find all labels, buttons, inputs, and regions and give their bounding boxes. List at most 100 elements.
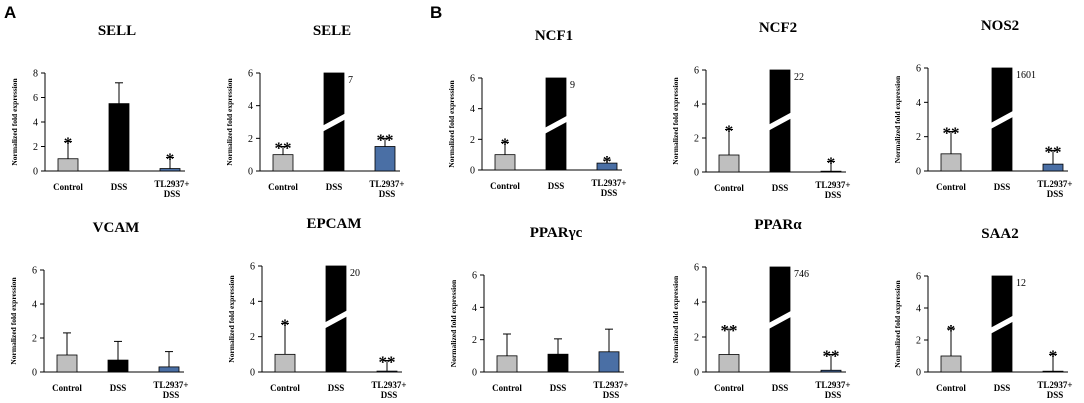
y-tick-label: 2 bbox=[694, 134, 699, 145]
category-label-line1: TL2937+ bbox=[1037, 179, 1072, 189]
y-tick-label: 2 bbox=[33, 142, 38, 153]
panel-letter-a: A bbox=[4, 3, 16, 22]
y-axis-label: Normalized fold expression bbox=[893, 75, 902, 163]
significance-marker: * bbox=[827, 153, 836, 172]
chart-title: NCF1 bbox=[535, 28, 573, 44]
significance-marker: ** bbox=[943, 124, 960, 143]
y-tick-label: 2 bbox=[250, 332, 255, 343]
y-axis-label: Normalized fold expression bbox=[225, 77, 234, 165]
y-axis-label: Normalized fold expression bbox=[671, 76, 680, 164]
y-tick-label: 4 bbox=[248, 101, 253, 112]
y-tick-label: 6 bbox=[248, 69, 253, 80]
significance-marker: * bbox=[501, 134, 510, 153]
category-label: DSS bbox=[110, 383, 127, 393]
category-label: DSS bbox=[328, 383, 345, 393]
y-tick-label: 6 bbox=[32, 266, 37, 277]
break-value-label: 22 bbox=[794, 72, 804, 83]
significance-marker: * bbox=[64, 134, 73, 153]
break-value-label: 746 bbox=[794, 269, 809, 280]
category-label: DSS bbox=[326, 182, 343, 192]
axis-break-mark bbox=[324, 309, 348, 329]
category-label-line1: TL2937+ bbox=[591, 178, 626, 188]
category-label-line1: TL2937+ bbox=[815, 180, 850, 190]
bar-tl2937-dss bbox=[1042, 163, 1064, 172]
category-label-line2: DSS bbox=[379, 189, 396, 199]
chart-vcam: VCAM Normalized fold expression 0 2 4 6 Contro… bbox=[9, 220, 189, 400]
y-axis-label: Normalized fold expression bbox=[227, 274, 236, 362]
y-axis-label: Normalized fold expression bbox=[449, 279, 458, 367]
significance-marker: ** bbox=[1045, 142, 1062, 161]
category-label-line1: TL2937+ bbox=[1037, 380, 1072, 390]
category-label-line2: DSS bbox=[601, 188, 618, 198]
y-tick-label: 0 bbox=[248, 167, 253, 178]
bar-dss bbox=[108, 103, 130, 172]
category-label: Control bbox=[270, 383, 300, 393]
break-value-label: 20 bbox=[350, 268, 360, 279]
bar-tl2937-dss bbox=[598, 351, 620, 373]
axis-break-mark bbox=[768, 111, 792, 131]
chart-saa2: SAA2 Normalized fold expression 0 2 4 6 * Contr… bbox=[893, 226, 1073, 400]
y-tick-label: 2 bbox=[916, 336, 921, 347]
axis-break-mark bbox=[768, 310, 792, 330]
chart-title: SELL bbox=[98, 23, 136, 39]
y-tick-label: 4 bbox=[916, 304, 921, 315]
category-label-line2: DSS bbox=[381, 390, 398, 400]
y-tick-label: 2 bbox=[694, 333, 699, 344]
y-tick-label: 4 bbox=[694, 298, 699, 309]
bar-control bbox=[56, 354, 78, 373]
y-tick-label: 6 bbox=[916, 272, 921, 283]
category-label: DSS bbox=[548, 181, 565, 191]
y-tick-label: 0 bbox=[470, 166, 475, 177]
significance-marker: * bbox=[603, 152, 612, 171]
category-label-line2: DSS bbox=[1047, 390, 1064, 400]
significance-marker: * bbox=[947, 321, 956, 340]
category-label-line2: DSS bbox=[1047, 189, 1064, 199]
significance-marker: ** bbox=[377, 130, 394, 149]
category-label: Control bbox=[714, 383, 744, 393]
category-label-line2: DSS bbox=[163, 390, 180, 400]
chart-title: NCF2 bbox=[759, 20, 797, 36]
chart-ncf2: NCF2 Normalized fold expression 0 2 4 6 * Contr… bbox=[671, 20, 851, 200]
y-tick-label: 2 bbox=[472, 335, 477, 346]
chart-title: SAA2 bbox=[981, 226, 1019, 242]
y-tick-label: 6 bbox=[694, 263, 699, 274]
chart-title: SELE bbox=[313, 23, 351, 39]
category-label: DSS bbox=[772, 383, 789, 393]
category-label: DSS bbox=[111, 182, 128, 192]
y-tick-label: 6 bbox=[33, 93, 38, 104]
y-tick-label: 6 bbox=[472, 271, 477, 282]
chart-title: PPARγc bbox=[530, 225, 583, 241]
bar-tl2937-dss bbox=[376, 370, 398, 373]
category-label: Control bbox=[714, 183, 744, 193]
chart-sell: SELL Normalized fold expression 0 2 4 6 8 * Cont… bbox=[10, 23, 190, 199]
significance-marker: * bbox=[281, 315, 290, 334]
bar-tl2937-dss bbox=[596, 162, 618, 171]
bar-control bbox=[272, 154, 294, 172]
chart-ppar-c: PPARγc Normalized fold expression 0 2 4 6 Cont… bbox=[449, 225, 629, 400]
category-label-line2: DSS bbox=[164, 189, 181, 199]
bar-tl2937-dss bbox=[159, 168, 181, 172]
significance-marker: ** bbox=[721, 321, 738, 340]
y-tick-label: 6 bbox=[470, 74, 475, 85]
axis-break-mark bbox=[990, 315, 1014, 335]
bar-dss bbox=[547, 353, 569, 373]
significance-marker: ** bbox=[379, 353, 396, 372]
y-tick-label: 2 bbox=[32, 334, 37, 345]
y-tick-label: 8 bbox=[33, 69, 38, 80]
category-label-line1: TL2937+ bbox=[369, 179, 404, 189]
category-label-line1: TL2937+ bbox=[593, 380, 628, 390]
y-tick-label: 4 bbox=[916, 98, 921, 109]
chart-title: EPCAM bbox=[307, 216, 362, 232]
bar-control bbox=[274, 353, 296, 373]
y-tick-label: 0 bbox=[250, 368, 255, 379]
y-tick-label: 4 bbox=[250, 297, 255, 308]
y-tick-label: 6 bbox=[916, 64, 921, 75]
bar-control bbox=[718, 154, 740, 173]
y-tick-label: 4 bbox=[472, 303, 477, 314]
y-tick-label: 0 bbox=[916, 167, 921, 178]
bar-tl2937-dss bbox=[820, 369, 842, 373]
category-label-line2: DSS bbox=[603, 390, 620, 400]
bar-control bbox=[940, 153, 962, 172]
y-tick-label: 4 bbox=[470, 104, 475, 115]
